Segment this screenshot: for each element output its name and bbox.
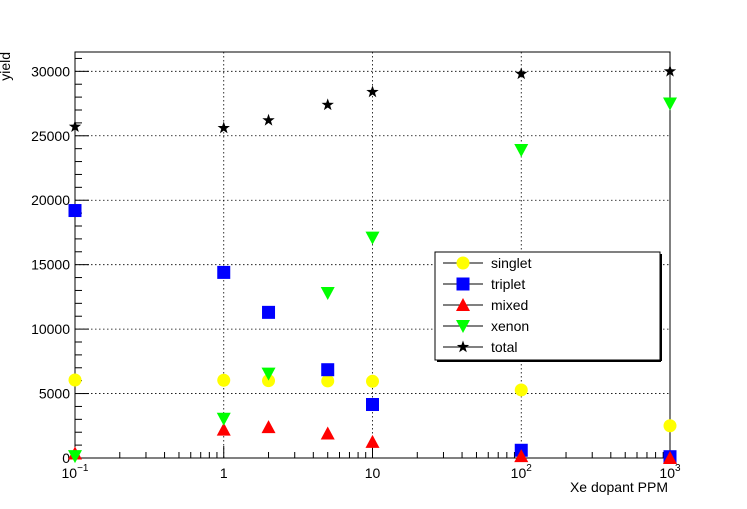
- mixed-point: [261, 420, 276, 434]
- legend-label-xenon: xenon: [491, 318, 529, 334]
- triplet-point: [321, 363, 335, 377]
- mixed-point: [320, 426, 335, 440]
- total-point: [515, 67, 528, 80]
- triplet-point: [217, 265, 231, 279]
- x-tick-label: 10: [365, 465, 381, 481]
- xenon-point: [514, 143, 529, 157]
- mixed-point: [663, 451, 677, 464]
- xenon-point: [261, 367, 276, 381]
- total-point: [321, 98, 334, 111]
- singlet-point: [217, 373, 231, 387]
- legend-label-triplet: triplet: [491, 276, 525, 292]
- triplet-point: [262, 305, 276, 319]
- mixed-point: [514, 449, 529, 463]
- x-axis-title: Xe dopant PPM: [570, 479, 668, 495]
- y-tick-label: 30000: [31, 63, 70, 79]
- mixed-point: [365, 434, 380, 448]
- legend-marker-mixed: [456, 298, 470, 311]
- mixed-point: [216, 422, 231, 436]
- x-tick-label: 1: [220, 465, 228, 481]
- legend-label-total: total: [491, 339, 517, 355]
- y-tick-label: 25000: [31, 128, 70, 144]
- legend-marker-triplet: [456, 277, 470, 291]
- singlet-point: [514, 383, 528, 397]
- x-tick-label: 103: [659, 463, 681, 481]
- singlet-point: [321, 374, 335, 388]
- y-tick-label: 20000: [31, 192, 70, 208]
- y-tick-label: 15000: [31, 257, 70, 273]
- singlet-point: [68, 373, 82, 387]
- triplet-point: [68, 204, 82, 218]
- triplet-point: [366, 398, 379, 412]
- legend: singlet triplet mixed xenon total: [434, 251, 662, 362]
- xenon-point: [320, 287, 335, 301]
- legend-marker-total: [456, 340, 470, 353]
- xenon-point: [68, 450, 82, 464]
- y-tick-label: 5000: [39, 386, 70, 402]
- x-tick-label: 102: [511, 463, 533, 481]
- legend-label-mixed: mixed: [491, 297, 528, 313]
- y-tick-label: 10000: [31, 321, 70, 337]
- total-point: [663, 64, 677, 77]
- singlet-point: [262, 374, 276, 388]
- legend-marker-singlet: [456, 256, 470, 270]
- xenon-point: [365, 231, 380, 245]
- total-point: [262, 113, 275, 126]
- xenon-point: [216, 412, 231, 426]
- x-tick-label: 10−1: [62, 463, 89, 481]
- singlet-point: [663, 419, 677, 433]
- axes-layer: 0 5000 10000 15000 20000 25000 30000 10−1 1 10 102…: [31, 51, 681, 481]
- points-layer: [68, 64, 677, 464]
- legend-label-singlet: singlet: [491, 255, 532, 271]
- legend-box: [434, 251, 661, 361]
- y-tick-label: 0: [62, 450, 70, 466]
- singlet-point: [366, 374, 379, 388]
- total-point: [366, 85, 379, 98]
- xenon-point: [663, 97, 677, 111]
- total-point: [217, 121, 230, 134]
- total-point: [68, 120, 82, 133]
- y-axis-title: yield: [0, 52, 13, 81]
- legend-marker-xenon: [456, 320, 470, 333]
